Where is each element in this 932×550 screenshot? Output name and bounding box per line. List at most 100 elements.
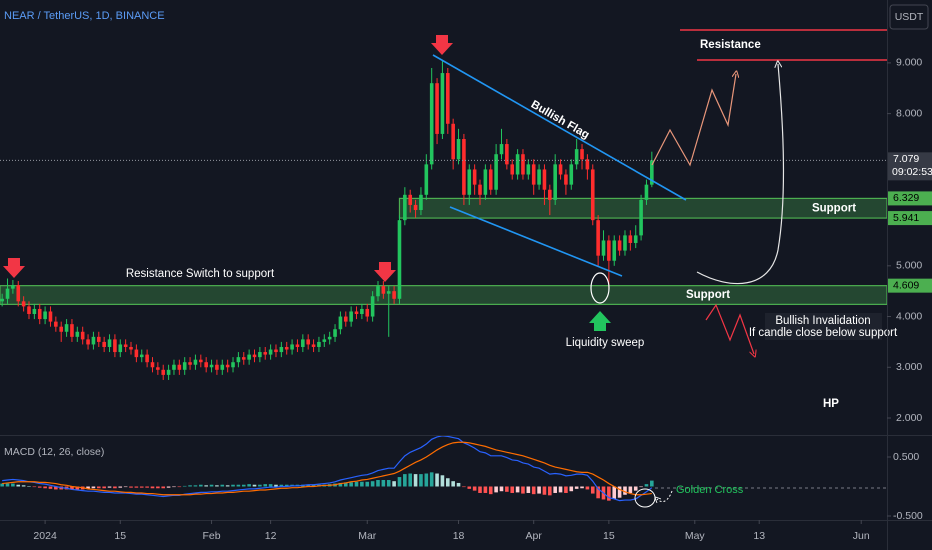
currency[interactable]: USDT (895, 11, 924, 23)
x-tick-label: May (685, 530, 706, 542)
histogram-bar (209, 484, 214, 487)
author-label: HP (823, 398, 839, 410)
histogram-bar (311, 484, 316, 487)
candle-body (376, 286, 380, 297)
cross-arrow (657, 490, 673, 502)
candle-body (306, 339, 310, 345)
histogram-bar (386, 480, 391, 487)
candle-body (349, 311, 353, 322)
histogram-bar (510, 486, 515, 493)
resistance-label: Resistance (700, 39, 761, 51)
price-tag-label: 6.329 (893, 192, 919, 204)
histogram-bar (220, 484, 225, 487)
candle-body (0, 298, 4, 302)
y-tick-label: 2.000 (896, 412, 922, 424)
histogram-bar (354, 481, 359, 487)
candle-body (574, 149, 579, 165)
x-tick-label: Mar (358, 530, 377, 542)
countdown: 09:02:53 (892, 166, 932, 178)
candle-body (118, 344, 123, 353)
histogram-bar (5, 483, 10, 487)
candle-body (360, 308, 364, 315)
zone-label: Support (812, 202, 856, 214)
zones: Support Support (0, 197, 887, 305)
candle-body (403, 194, 407, 221)
candle-body (526, 164, 531, 175)
histogram-bar (494, 486, 498, 493)
histogram-bar (429, 472, 434, 487)
candle-body (91, 336, 96, 345)
candle-body (129, 346, 133, 350)
histogram-bar (628, 486, 633, 493)
histogram-bar (263, 484, 268, 487)
invalidation-path (705, 303, 754, 354)
histogram-bar (258, 484, 262, 487)
candle-body (542, 169, 547, 190)
histogram-bar (43, 486, 47, 489)
histogram-bar (360, 481, 364, 487)
histogram-bar (467, 486, 472, 489)
x-tick-label: 18 (453, 530, 465, 542)
candle-body (590, 169, 595, 221)
sweep-circle (590, 272, 610, 304)
candle-body (445, 73, 450, 124)
currency-button[interactable] (889, 4, 929, 30)
candle-body (311, 344, 316, 347)
histogram-bar (349, 482, 353, 487)
candle-body (64, 324, 69, 332)
histogram-bar (521, 486, 525, 494)
histogram-bar (462, 486, 466, 488)
candle-body (467, 169, 472, 195)
histogram-bar (564, 486, 568, 493)
histogram-bar (574, 486, 579, 489)
candle-body (564, 174, 568, 185)
candle-body (113, 339, 117, 353)
histogram-bar (274, 484, 278, 487)
candle-body (139, 354, 144, 358)
down-arrow (431, 35, 453, 55)
histogram-bar (37, 486, 42, 488)
histogram-bar (279, 484, 284, 487)
histogram-bar (553, 486, 557, 493)
candle-body (290, 344, 294, 350)
histogram-bar (241, 484, 246, 487)
candle-body (279, 346, 284, 353)
candle-body (327, 336, 332, 340)
histogram-bar (542, 486, 547, 495)
candle-body (258, 352, 262, 358)
histogram-bar (483, 486, 488, 493)
candle-body (16, 285, 21, 302)
candle-body (204, 362, 208, 368)
candle-body (623, 235, 627, 251)
histogram-bar (193, 485, 198, 487)
support-zone (0, 285, 887, 305)
histogram-bar (172, 486, 176, 488)
candle-body (424, 164, 429, 195)
candle-body (472, 169, 477, 185)
candle-body (11, 285, 15, 289)
candle-body (317, 341, 321, 347)
candle-body (531, 164, 536, 185)
histogram-bar (252, 484, 257, 487)
histogram-bar (413, 474, 418, 487)
candle-body (70, 324, 74, 337)
signal-line (2, 441, 652, 496)
switch-label: Resistance Switch to support (126, 268, 275, 280)
x-tick-label: Jun (853, 530, 870, 542)
candle-body (21, 301, 26, 307)
histogram-bar (650, 480, 654, 487)
histogram-bar (150, 486, 155, 489)
histogram-bar (177, 486, 182, 488)
histogram-bar (123, 486, 128, 488)
candle-body (456, 138, 461, 160)
candle-body (236, 357, 241, 363)
candle-body (263, 352, 268, 355)
histogram-bar (590, 486, 595, 494)
histogram-bar (54, 486, 58, 490)
histogram-bar (408, 473, 413, 487)
candle-body (419, 194, 423, 211)
histogram-bar (531, 486, 536, 495)
histogram-bar (365, 481, 370, 487)
candles (0, 60, 887, 380)
